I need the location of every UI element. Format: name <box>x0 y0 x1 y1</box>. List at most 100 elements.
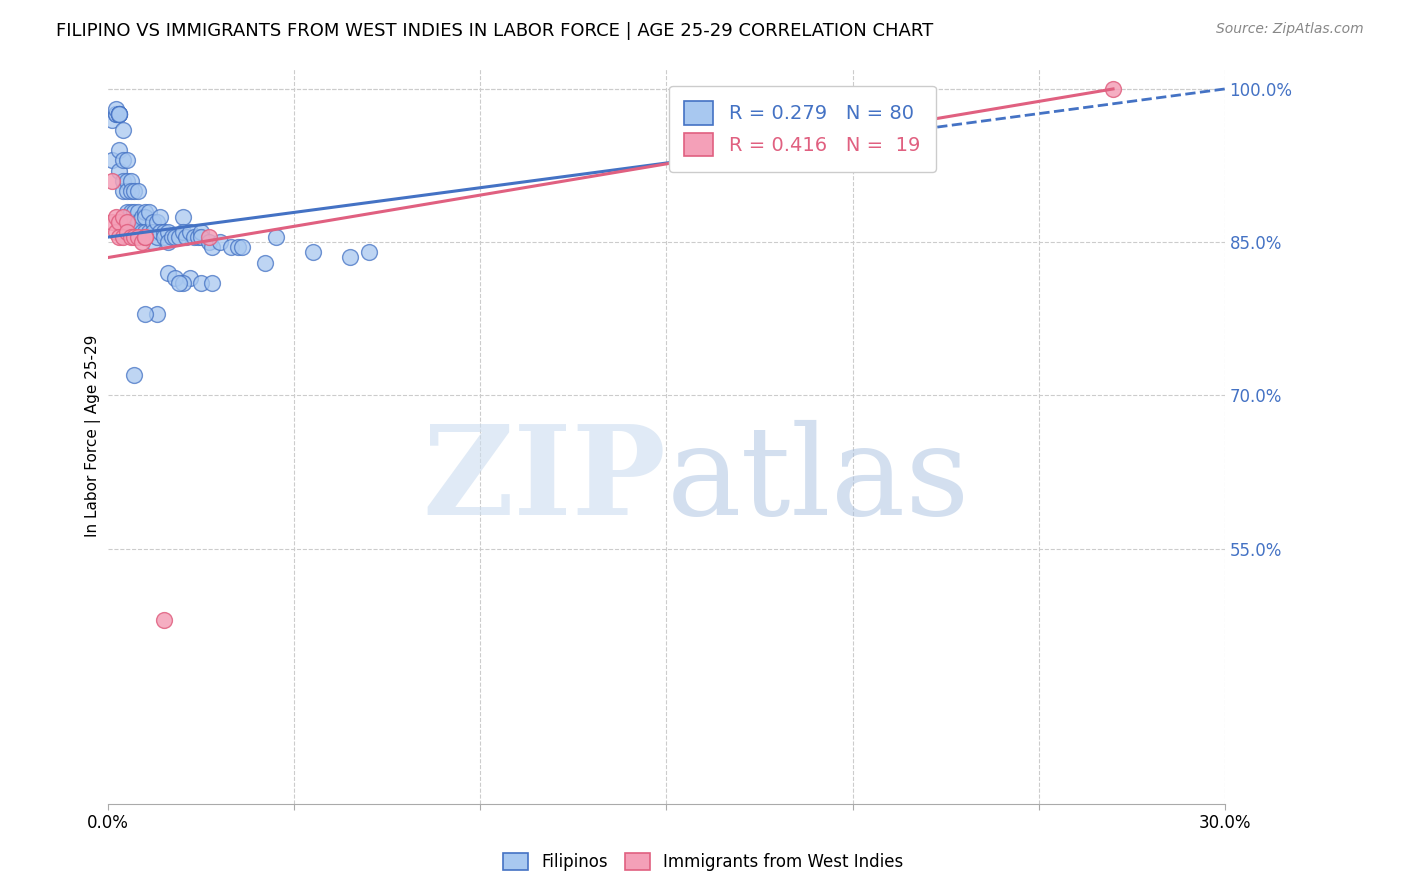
Point <box>108 107 131 121</box>
Point <box>127 230 149 244</box>
Point <box>302 245 325 260</box>
Point <box>264 230 287 244</box>
Point <box>1102 82 1125 96</box>
Point <box>115 184 138 198</box>
Point <box>190 225 212 239</box>
Y-axis label: In Labor Force | Age 25-29: In Labor Force | Age 25-29 <box>86 335 101 538</box>
Point <box>187 230 209 244</box>
Point <box>357 245 380 260</box>
Point <box>134 210 156 224</box>
Text: Source: ZipAtlas.com: Source: ZipAtlas.com <box>1216 22 1364 37</box>
Point <box>115 204 138 219</box>
Point <box>149 225 172 239</box>
Point <box>120 174 142 188</box>
Point <box>145 230 167 244</box>
Point <box>167 276 190 290</box>
Point <box>153 225 176 239</box>
Point <box>134 225 156 239</box>
Point <box>153 613 176 627</box>
Point <box>104 103 127 117</box>
Point <box>231 240 253 254</box>
Point <box>108 143 131 157</box>
Point <box>219 240 242 254</box>
Point <box>131 225 153 239</box>
Point <box>127 184 149 198</box>
Point <box>112 153 135 168</box>
Point <box>108 107 131 121</box>
Point <box>104 225 127 239</box>
Point <box>201 240 224 254</box>
Point <box>120 184 142 198</box>
Point <box>101 174 124 188</box>
Point <box>127 215 149 229</box>
Point <box>131 235 153 249</box>
Point <box>134 230 156 244</box>
Point <box>124 225 146 239</box>
Point <box>124 204 146 219</box>
Point <box>134 230 156 244</box>
Point <box>124 184 146 198</box>
Point <box>172 210 194 224</box>
Point <box>101 215 124 229</box>
Point <box>165 271 187 285</box>
Point <box>134 204 156 219</box>
Point <box>120 215 142 229</box>
Point <box>167 230 190 244</box>
Point <box>112 123 135 137</box>
Point <box>201 276 224 290</box>
Point <box>124 215 146 229</box>
Point <box>120 204 142 219</box>
Point <box>120 230 142 244</box>
Point <box>115 225 138 239</box>
Point <box>142 215 165 229</box>
Point <box>108 215 131 229</box>
Point <box>112 174 135 188</box>
Point <box>179 225 201 239</box>
Point <box>208 235 231 249</box>
Point <box>108 107 131 121</box>
Point <box>172 225 194 239</box>
Point <box>138 225 160 239</box>
Point <box>112 184 135 198</box>
Point <box>228 240 250 254</box>
Point <box>176 230 198 244</box>
Point <box>101 153 124 168</box>
Point <box>115 153 138 168</box>
Point <box>115 174 138 188</box>
Point <box>104 107 127 121</box>
Point <box>153 230 176 244</box>
Text: ZIP: ZIP <box>423 420 666 541</box>
Point <box>165 230 187 244</box>
Point <box>183 230 205 244</box>
Point <box>142 225 165 239</box>
Point <box>156 225 179 239</box>
Point <box>190 276 212 290</box>
Point <box>339 251 361 265</box>
Point <box>160 230 183 244</box>
Point <box>197 235 219 249</box>
Text: atlas: atlas <box>666 420 970 541</box>
Point <box>104 210 127 224</box>
Point <box>149 210 172 224</box>
Point <box>108 107 131 121</box>
Point <box>108 230 131 244</box>
Point <box>115 215 138 229</box>
Point <box>131 210 153 224</box>
Point <box>190 230 212 244</box>
Point <box>104 107 127 121</box>
Point <box>145 307 167 321</box>
Point <box>101 112 124 127</box>
Text: FILIPINO VS IMMIGRANTS FROM WEST INDIES IN LABOR FORCE | AGE 25-29 CORRELATION C: FILIPINO VS IMMIGRANTS FROM WEST INDIES … <box>56 22 934 40</box>
Point <box>134 307 156 321</box>
Point <box>138 204 160 219</box>
Point <box>156 266 179 280</box>
Point <box>253 255 276 269</box>
Point <box>172 276 194 290</box>
Point <box>124 368 146 382</box>
Legend: R = 0.279   N = 80, R = 0.416   N =  19: R = 0.279 N = 80, R = 0.416 N = 19 <box>669 86 936 172</box>
Point <box>197 230 219 244</box>
Point <box>179 271 201 285</box>
Legend: Filipinos, Immigrants from West Indies: Filipinos, Immigrants from West Indies <box>495 845 911 880</box>
Point <box>108 163 131 178</box>
Point <box>156 235 179 249</box>
